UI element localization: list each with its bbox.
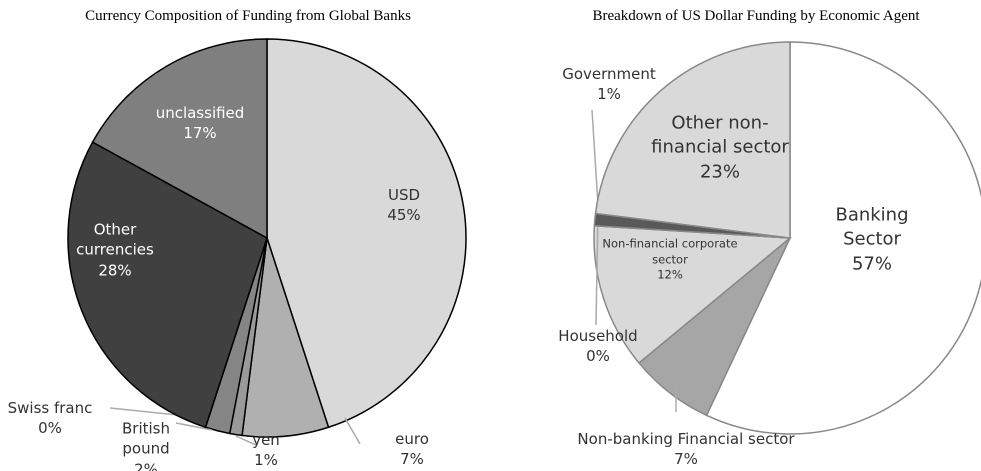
- slice-name: unclassified: [155, 103, 245, 122]
- slice-value: 0%: [586, 347, 610, 365]
- slice-value: 57%: [851, 253, 892, 275]
- slice-name: British pound: [122, 419, 170, 458]
- chart-title: Currency Composition of Funding from Glo…: [85, 8, 411, 24]
- pie-slice: [67, 141, 268, 429]
- slice-name: Swiss franc: [7, 398, 93, 417]
- slice-label: USD 45%: [364, 185, 444, 226]
- pie-slice: [705, 41, 981, 435]
- leader-line: [591, 109, 599, 206]
- slice-label: yen 1%: [236, 430, 296, 471]
- slice-name: Non-financial corporate sector: [602, 236, 738, 267]
- slice-value: 1%: [597, 85, 621, 103]
- slice-name: Household: [558, 326, 638, 345]
- slice-name: Other non-financial sector: [651, 112, 789, 158]
- pie-slice: [266, 38, 467, 429]
- slice-value: 1%: [254, 451, 278, 469]
- slice-value: 17%: [183, 124, 217, 142]
- slice-label: British pound 2%: [106, 419, 186, 471]
- slice-value: 12%: [657, 267, 683, 282]
- slice-label: Other currencies 28%: [60, 220, 170, 281]
- slice-label: Government 1%: [539, 64, 679, 105]
- slice-name: euro: [395, 429, 429, 448]
- slice-name: Non-banking Financial sector: [577, 429, 795, 448]
- chart-title: Breakdown of US Dollar Funding by Econom…: [592, 8, 920, 24]
- slice-label: unclassified 17%: [145, 103, 255, 144]
- slice-value: 0%: [38, 419, 62, 437]
- slice-name: USD: [387, 185, 421, 204]
- pie-slice: [594, 41, 791, 239]
- slice-value: 23%: [699, 161, 740, 183]
- slice-value: 7%: [400, 450, 424, 468]
- slice-value: 2%: [134, 460, 158, 471]
- slice-label: Swiss franc 0%: [0, 398, 105, 439]
- slice-label: Non-banking Financial sector 7%: [556, 429, 816, 470]
- slice-name: Banking Sector: [835, 204, 909, 250]
- slice-label: Other non-financial sector 23%: [645, 112, 795, 185]
- pie-slice: [91, 38, 268, 240]
- slice-value: 7%: [674, 450, 698, 468]
- leader-line: [344, 417, 361, 445]
- slice-name: Government: [562, 64, 656, 83]
- slice-name: Other currencies: [76, 220, 154, 259]
- slice-label: Banking Sector 57%: [817, 204, 927, 277]
- slice-name: yen: [252, 430, 280, 449]
- slice-label: Household 0%: [548, 326, 648, 367]
- slice-label: euro 7%: [372, 429, 452, 470]
- leader-line: [175, 422, 213, 431]
- leader-line: [595, 211, 599, 326]
- slice-value: 28%: [98, 261, 132, 280]
- leader-line: [235, 435, 257, 446]
- pie-slice: [593, 224, 792, 364]
- slice-value: 45%: [387, 206, 421, 224]
- slice-label: Non-financial corporate sector 12%: [600, 237, 740, 284]
